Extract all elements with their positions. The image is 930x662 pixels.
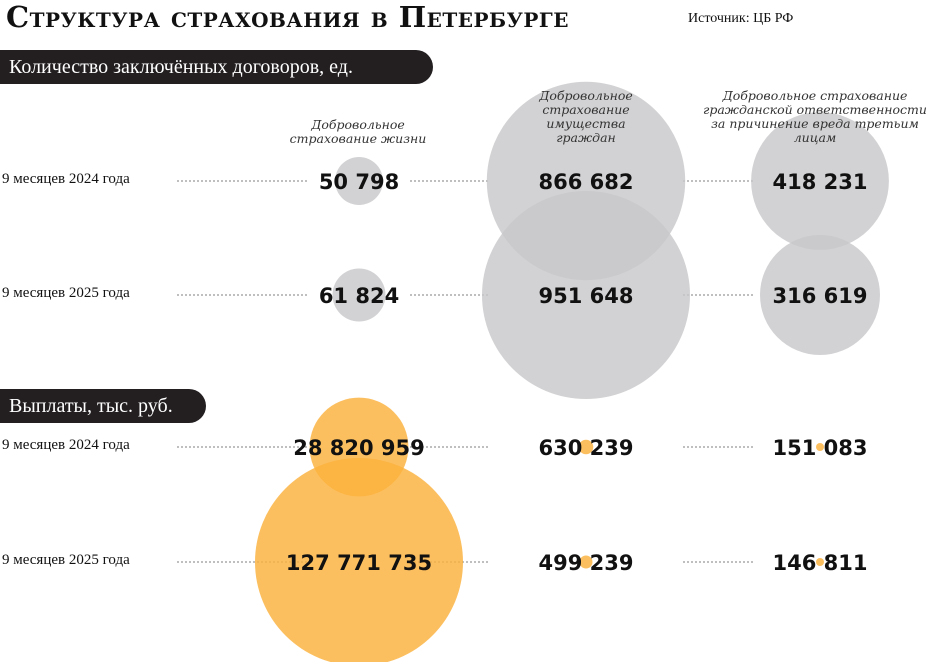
value-label-contracts-life-2024: 50 798: [319, 170, 399, 194]
value-label-contracts-life-2025: 61 824: [319, 284, 399, 308]
bubble-contracts-liability-2024: [751, 112, 889, 250]
bubble-contracts-life-2024: [335, 157, 383, 205]
payments-bubbles: [255, 397, 824, 662]
payments-value-labels: 28 820 959 630 239 151 083 127 771 735 499 2…: [286, 436, 868, 575]
source-note: Источник: ЦБ РФ: [688, 11, 794, 26]
row-label-payments-2024: 9 месяцев 2024 года: [2, 437, 130, 453]
value-label-payments-property-2024: 630 239: [539, 436, 634, 460]
value-label-payments-life-2024: 28 820 959: [293, 436, 425, 460]
bubble-payments-liability-2025: [816, 558, 824, 566]
value-label-payments-life-2025: 127 771 735: [286, 551, 432, 575]
contracts-leader-lines: [177, 180, 753, 296]
row-label-contracts-2025: 9 месяцев 2025 года: [2, 285, 130, 301]
bubble-contracts-life-2025: [332, 268, 386, 322]
value-label-contracts-property-2024: 866 682: [539, 170, 634, 194]
bubble-payments-liability-2024: [816, 443, 824, 451]
bubble-payments-life-2025: [255, 458, 463, 662]
value-label-contracts-liability-2025: 316 619: [773, 284, 868, 308]
bubble-payments-property-2025: [579, 555, 593, 569]
page-title: Структура страхования в Петербурге: [6, 0, 569, 34]
value-label-contracts-property-2025: 951 648: [539, 284, 634, 308]
column-header-property: Добровольное страхование имущества гражд…: [539, 88, 633, 145]
contracts-bubbles: [332, 81, 889, 399]
bubble-contracts-liability-2025: [760, 235, 880, 355]
column-header-liability: Добровольное страхование гражданской отв…: [703, 88, 927, 145]
value-label-payments-liability-2024: 151 083: [773, 436, 868, 460]
row-label-contracts-2024: 9 месяцев 2024 года: [2, 171, 130, 187]
column-header-life: Добровольное страхование жизни: [289, 117, 427, 146]
row-label-payments-2025: 9 месяцев 2025 года: [2, 552, 130, 568]
value-label-payments-liability-2025: 146 811: [773, 551, 868, 575]
value-label-contracts-liability-2024: 418 231: [773, 170, 868, 194]
value-label-payments-property-2025: 499 239: [539, 551, 634, 575]
contracts-value-labels: 50 798 866 682 418 231 61 824 951 648 316 619: [319, 170, 868, 308]
section-label-payments: Выплаты, тыс. руб.: [0, 389, 206, 423]
section-label-contracts: Количество заключённых договоров, ед.: [0, 50, 433, 84]
bubble-payments-property-2024: [578, 439, 594, 455]
bubble-contracts-property-2025: [482, 191, 690, 399]
